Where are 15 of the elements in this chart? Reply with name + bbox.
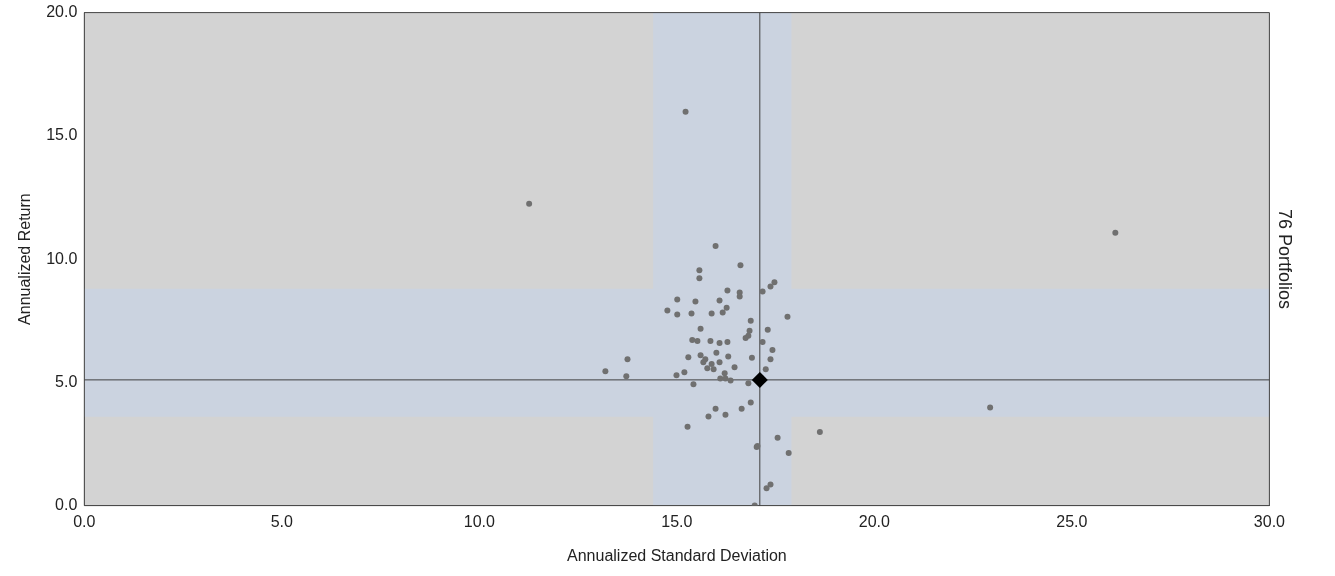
- x-tick-label: 30.0: [1253, 512, 1286, 530]
- x-tick-label: 25.0: [1056, 512, 1088, 530]
- x-axis-title: Annualized Standard Deviation: [567, 546, 787, 564]
- x-tick-label: 5.0: [270, 512, 294, 530]
- x-tick-label: 10.0: [463, 512, 496, 530]
- y-tick-label: 5.0: [55, 372, 78, 390]
- y-axis-title: Annualized Return: [16, 193, 34, 325]
- y2-axis-title: 76 Portfolios: [1275, 209, 1296, 310]
- y-tick-label: 10.0: [46, 249, 78, 267]
- x-tick-label: 0.0: [73, 512, 96, 530]
- x-tick-label: 15.0: [661, 512, 693, 530]
- x-tick-label: 20.0: [858, 512, 891, 530]
- y-tick-label: 20.0: [46, 3, 78, 21]
- y-tick-label: 15.0: [46, 126, 78, 144]
- y-tick-label: 0.0: [55, 496, 78, 514]
